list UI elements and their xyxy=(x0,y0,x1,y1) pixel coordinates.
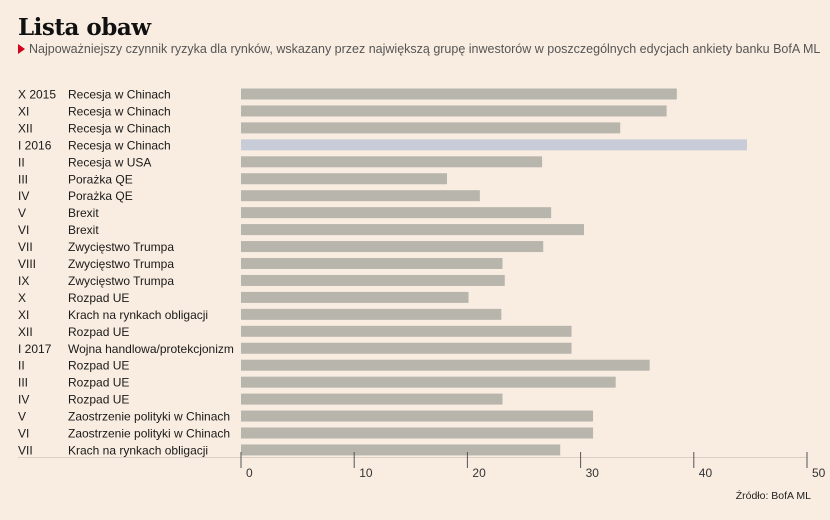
risk-label: Recesja w Chinach xyxy=(68,138,171,152)
period-label: V xyxy=(18,206,26,220)
bar xyxy=(241,190,480,202)
period-label: XI xyxy=(18,308,29,322)
bar xyxy=(241,274,505,286)
risk-label: Wojna handlowa/protekcjonizm xyxy=(68,342,234,356)
risk-label: Brexit xyxy=(68,206,99,220)
risk-label: Recesja w Chinach xyxy=(68,104,171,118)
risk-label: Krach na rynkach obligacji xyxy=(68,443,208,457)
bar xyxy=(241,88,677,100)
risk-label: Rozpad UE xyxy=(68,325,129,339)
bar xyxy=(241,173,448,185)
period-label: II xyxy=(18,359,25,373)
risk-label: Zwycięstwo Trumpa xyxy=(68,274,174,288)
period-label: X 2015 xyxy=(18,88,56,102)
bar xyxy=(241,258,503,269)
bar xyxy=(241,325,572,337)
subtitle-text: Najpoważniejszy czynnik ryzyka dla rynkó… xyxy=(29,42,821,56)
bar xyxy=(241,444,561,456)
risk-label: Rozpad UE xyxy=(68,376,129,390)
bar xyxy=(241,376,616,388)
period-label: III xyxy=(18,376,28,390)
x-tick-label: 0 xyxy=(246,466,253,480)
risk-label: Krach na rynkach obligacji xyxy=(68,308,208,322)
risk-label: Recesja w Chinach xyxy=(68,121,171,135)
period-label: XII xyxy=(18,325,33,339)
risk-label: Recesja w USA xyxy=(68,155,151,169)
bar xyxy=(241,291,469,303)
risk-label: Porażka QE xyxy=(68,172,133,186)
bar xyxy=(241,207,552,219)
period-label: I 2017 xyxy=(18,342,52,356)
bar xyxy=(241,410,594,422)
bar xyxy=(241,342,572,354)
risk-label: Rozpad UE xyxy=(68,291,129,305)
bar xyxy=(241,359,650,371)
risk-label: Recesja w Chinach xyxy=(68,88,171,102)
period-label: VIII xyxy=(18,257,36,271)
bar xyxy=(241,241,544,253)
bar xyxy=(241,224,584,236)
risk-label: Rozpad UE xyxy=(68,359,129,373)
bar xyxy=(241,105,667,117)
x-tick-label: 40 xyxy=(699,466,713,480)
period-label: I 2016 xyxy=(18,138,52,152)
period-label: X xyxy=(18,291,26,305)
chart-title: Lista obaw xyxy=(18,14,151,41)
period-label: IX xyxy=(18,274,29,288)
period-label: IV xyxy=(18,393,29,407)
risk-label: Zwycięstwo Trumpa xyxy=(68,257,174,271)
triangle-bullet-icon xyxy=(18,44,25,54)
period-label: VII xyxy=(18,443,33,457)
period-label: IV xyxy=(18,189,29,203)
period-label: VI xyxy=(18,223,29,237)
risk-label: Rozpad UE xyxy=(68,393,129,407)
period-label: VI xyxy=(18,427,29,441)
risk-label: Zaostrzenie polityki w Chinach xyxy=(68,410,230,424)
chart-subtitle: Najpoważniejszy czynnik ryzyka dla rynkó… xyxy=(18,42,820,56)
risk-label: Brexit xyxy=(68,223,99,237)
bar xyxy=(241,156,543,168)
bar xyxy=(241,427,594,439)
bar xyxy=(241,308,502,320)
x-tick-label: 50 xyxy=(812,466,826,480)
period-label: II xyxy=(18,155,25,169)
risk-label: Porażka QE xyxy=(68,189,133,203)
x-tick-label: 30 xyxy=(586,466,600,480)
period-label: XI xyxy=(18,104,29,118)
period-label: VII xyxy=(18,240,33,254)
bar xyxy=(241,122,621,134)
period-label: III xyxy=(18,172,28,186)
period-label: XII xyxy=(18,121,33,135)
period-label: V xyxy=(18,410,26,424)
bar xyxy=(241,393,503,405)
bar xyxy=(241,139,748,151)
x-tick-label: 20 xyxy=(472,466,486,480)
x-tick-label: 10 xyxy=(359,466,373,480)
risk-label: Zaostrzenie polityki w Chinach xyxy=(68,427,230,441)
source-note: Źródło: BofA ML xyxy=(735,490,811,502)
risk-label: Zwycięstwo Trumpa xyxy=(68,240,174,254)
